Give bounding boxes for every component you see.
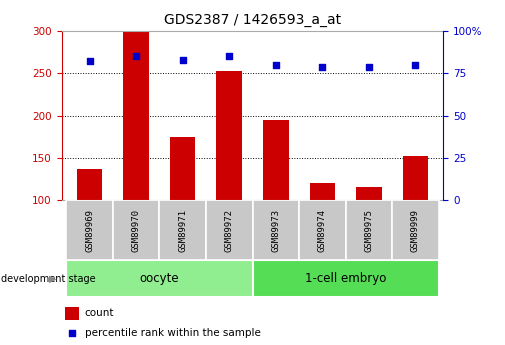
Text: count: count xyxy=(84,308,114,318)
Text: 1-cell embryo: 1-cell embryo xyxy=(305,272,386,285)
Text: GSM89973: GSM89973 xyxy=(271,209,280,252)
Point xyxy=(272,62,280,68)
Bar xyxy=(123,31,149,200)
Point xyxy=(85,59,93,64)
Bar xyxy=(217,71,242,200)
Bar xyxy=(170,137,195,200)
Bar xyxy=(263,120,288,200)
Text: oocyte: oocyte xyxy=(139,272,179,285)
Bar xyxy=(77,169,103,200)
Text: GSM89971: GSM89971 xyxy=(178,209,187,252)
Bar xyxy=(160,200,206,260)
Text: GSM89972: GSM89972 xyxy=(225,209,234,252)
Text: ▶: ▶ xyxy=(49,274,57,284)
Bar xyxy=(310,183,335,200)
Bar xyxy=(66,307,79,319)
Bar xyxy=(252,260,439,297)
Bar xyxy=(356,187,382,200)
Bar xyxy=(113,200,160,260)
Bar xyxy=(252,200,299,260)
Bar xyxy=(206,200,252,260)
Text: GSM89975: GSM89975 xyxy=(365,209,373,252)
Point xyxy=(68,331,76,336)
Text: GSM89974: GSM89974 xyxy=(318,209,327,252)
Text: GSM89999: GSM89999 xyxy=(411,209,420,252)
Bar xyxy=(299,200,345,260)
Text: percentile rank within the sample: percentile rank within the sample xyxy=(84,328,261,338)
Bar xyxy=(66,200,113,260)
Title: GDS2387 / 1426593_a_at: GDS2387 / 1426593_a_at xyxy=(164,13,341,27)
Bar xyxy=(345,200,392,260)
Point xyxy=(225,54,233,59)
Point xyxy=(412,62,420,68)
Bar xyxy=(66,260,252,297)
Bar xyxy=(392,200,439,260)
Text: development stage: development stage xyxy=(1,274,95,284)
Text: GSM89970: GSM89970 xyxy=(132,209,140,252)
Point xyxy=(365,64,373,69)
Text: GSM89969: GSM89969 xyxy=(85,209,94,252)
Point xyxy=(318,64,326,69)
Bar xyxy=(402,156,428,200)
Point xyxy=(179,57,187,62)
Point xyxy=(132,54,140,59)
